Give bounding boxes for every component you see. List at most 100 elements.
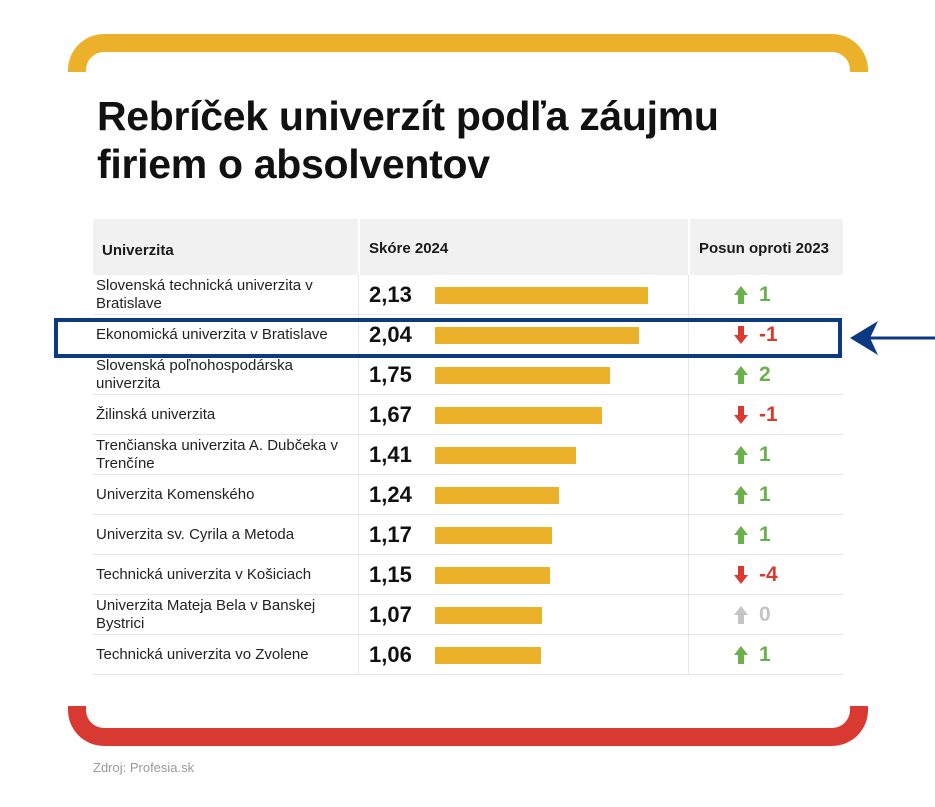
header-separator bbox=[358, 219, 360, 275]
arrow-up-icon bbox=[734, 605, 748, 624]
score-bar bbox=[435, 567, 550, 584]
column-separator bbox=[358, 635, 359, 675]
score-label: 1,41 bbox=[369, 441, 412, 467]
score-bar bbox=[435, 287, 648, 304]
arrow-up-icon bbox=[734, 525, 748, 544]
change-value: 1 bbox=[759, 482, 771, 506]
table-row: Technická univerzita v Košiciach 1,15 -4 bbox=[93, 555, 843, 595]
table-row: Technická univerzita vo Zvolene 1,06 1 bbox=[93, 635, 843, 675]
arrow-up-icon bbox=[734, 645, 748, 664]
arrow-down-icon bbox=[734, 405, 748, 424]
rank-change: -1 bbox=[733, 315, 803, 354]
score-label: 2,04 bbox=[369, 321, 412, 347]
column-separator bbox=[688, 595, 689, 635]
column-header-score: Skóre 2024 bbox=[369, 240, 449, 257]
table-row: Slovenská technická univerzita v Bratisl… bbox=[93, 275, 843, 315]
column-separator bbox=[358, 315, 359, 355]
university-name: Slovenská poľnohospodárska univerzita bbox=[96, 356, 294, 392]
table-row: Univerzita Mateja Bela v Banskej Bystric… bbox=[93, 595, 843, 635]
university-name: Univerzita Mateja Bela v Banskej Bystric… bbox=[96, 596, 316, 632]
score-label: 1,17 bbox=[369, 521, 412, 547]
change-value: -1 bbox=[759, 322, 778, 346]
change-value: 2 bbox=[759, 362, 771, 386]
rank-change: 1 bbox=[733, 515, 803, 554]
column-separator bbox=[688, 395, 689, 435]
arrow-down-icon bbox=[734, 565, 748, 584]
rank-change: 1 bbox=[733, 275, 803, 314]
change-value: 1 bbox=[759, 282, 771, 306]
rank-change: 0 bbox=[733, 595, 803, 634]
column-separator bbox=[688, 315, 689, 355]
arrow-up-icon bbox=[734, 365, 748, 384]
column-header-change: Posun oproti 2023 bbox=[699, 240, 830, 257]
score-label: 1,24 bbox=[369, 481, 412, 507]
score-bar bbox=[435, 487, 559, 504]
score-bar bbox=[435, 327, 639, 344]
ranking-table: Univerzita Skóre 2024 Posun oproti 2023 … bbox=[93, 219, 843, 675]
rank-change: 1 bbox=[733, 475, 803, 514]
rank-change: 2 bbox=[733, 355, 803, 394]
column-separator bbox=[688, 435, 689, 475]
column-separator bbox=[358, 435, 359, 475]
column-separator bbox=[358, 475, 359, 515]
score-bar bbox=[435, 647, 541, 664]
change-value: -4 bbox=[759, 562, 778, 586]
change-value: 1 bbox=[759, 442, 771, 466]
rank-change: 1 bbox=[733, 635, 803, 674]
table-header: Univerzita Skóre 2024 Posun oproti 2023 bbox=[93, 219, 843, 275]
change-value: 0 bbox=[759, 602, 771, 626]
score-label: 2,13 bbox=[369, 281, 412, 307]
table-row: Univerzita sv. Cyrila a Metoda 1,17 1 bbox=[93, 515, 843, 555]
arrow-up-icon bbox=[734, 445, 748, 464]
bottom-frame-accent bbox=[68, 706, 868, 746]
column-separator bbox=[358, 555, 359, 595]
table-row: Žilinská univerzita 1,67 -1 bbox=[93, 395, 843, 435]
rank-change: -4 bbox=[733, 555, 803, 594]
arrow-down-icon bbox=[734, 325, 748, 344]
column-header-university: Univerzita bbox=[102, 242, 174, 259]
column-separator bbox=[688, 555, 689, 595]
change-value: 1 bbox=[759, 642, 771, 666]
table-body: Slovenská technická univerzita v Bratisl… bbox=[93, 275, 843, 675]
score-bar bbox=[435, 407, 602, 424]
change-value: -1 bbox=[759, 402, 778, 426]
source-note: Zdroj: Profesia.sk bbox=[93, 760, 195, 775]
column-separator bbox=[358, 515, 359, 555]
column-separator bbox=[688, 275, 689, 315]
score-label: 1,75 bbox=[369, 361, 412, 387]
column-separator bbox=[688, 355, 689, 395]
column-separator bbox=[688, 475, 689, 515]
table-row: Trenčianska univerzita A. Dubčeka v Tren… bbox=[93, 435, 843, 475]
university-name: Technická univerzita v Košiciach bbox=[96, 565, 312, 583]
university-name: Trenčianska univerzita A. Dubčeka v Tren… bbox=[96, 436, 339, 472]
pointer-arrow-icon bbox=[850, 321, 935, 355]
column-separator bbox=[358, 355, 359, 395]
arrow-up-icon bbox=[734, 485, 748, 504]
score-label: 1,06 bbox=[369, 641, 412, 667]
arrow-up-icon bbox=[734, 285, 748, 304]
top-frame-accent bbox=[68, 34, 868, 72]
column-separator bbox=[358, 275, 359, 315]
score-bar bbox=[435, 367, 610, 384]
table-row: Slovenská poľnohospodárska univerzita 1,7… bbox=[93, 355, 843, 395]
university-name: Slovenská technická univerzita v Bratisl… bbox=[96, 276, 313, 312]
highlight-box bbox=[54, 318, 842, 358]
table-row: Univerzita Komenského 1,24 1 bbox=[93, 475, 843, 515]
score-label: 1,67 bbox=[369, 401, 412, 427]
change-value: 1 bbox=[759, 522, 771, 546]
university-name: Žilinská univerzita bbox=[96, 405, 216, 423]
university-name: Ekonomická univerzita v Bratislave bbox=[96, 325, 328, 343]
score-label: 1,07 bbox=[369, 601, 412, 627]
university-name: Univerzita sv. Cyrila a Metoda bbox=[96, 525, 295, 543]
score-bar bbox=[435, 607, 542, 624]
rank-change: -1 bbox=[733, 395, 803, 434]
university-name: Univerzita Komenského bbox=[96, 485, 255, 503]
score-label: 1,15 bbox=[369, 561, 412, 587]
university-name: Technická univerzita vo Zvolene bbox=[96, 645, 309, 663]
page-title: Rebríček univerzít podľa záujmu firiem o… bbox=[97, 93, 719, 187]
rank-change: 1 bbox=[733, 435, 803, 474]
header-separator bbox=[688, 219, 690, 275]
column-separator bbox=[688, 515, 689, 555]
score-bar bbox=[435, 527, 552, 544]
score-bar bbox=[435, 447, 576, 464]
